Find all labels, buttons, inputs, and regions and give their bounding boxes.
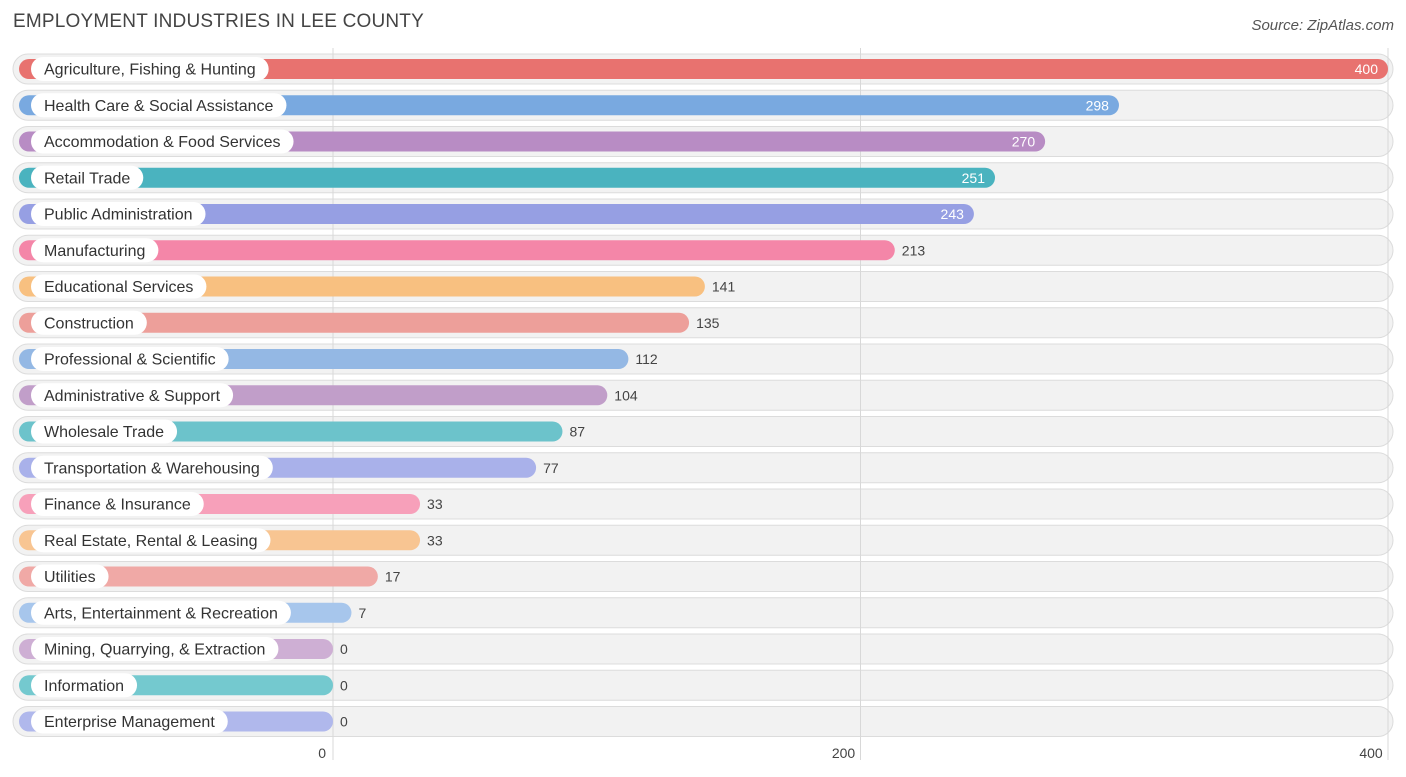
value-label: 141 (712, 279, 736, 295)
x-axis: 0 200 400 (318, 745, 1383, 761)
category-label: Construction (44, 315, 134, 332)
category-label-pill (31, 165, 144, 190)
category-label-pill (31, 129, 294, 154)
bars: Agriculture, Fishing & Hunting 400 Health … (19, 57, 1388, 734)
value-label: 0 (340, 677, 348, 693)
row-background (12, 669, 1394, 701)
value-label: 251 (962, 170, 986, 186)
category-label-pill (31, 673, 138, 698)
value-label: 7 (358, 605, 366, 621)
value-label: 0 (340, 641, 348, 657)
category-label: Educational Services (44, 279, 193, 296)
value-label: 135 (696, 315, 720, 331)
bar (19, 566, 378, 587)
category-label: Agriculture, Fishing & Hunting (44, 62, 256, 79)
value-label: 17 (385, 569, 401, 585)
x-tick-label: 400 (1359, 745, 1383, 761)
value-label: 33 (427, 532, 443, 548)
category-label-pill (31, 492, 204, 516)
category-label: Wholesale Trade (44, 424, 164, 441)
bar (19, 167, 996, 188)
value-label: 298 (1086, 97, 1110, 113)
category-label-pill (31, 709, 228, 734)
category-label-pill (31, 310, 147, 335)
bar (19, 312, 690, 333)
row-background (12, 633, 1394, 665)
x-tick-label: 0 (318, 745, 326, 761)
category-label-pill (31, 347, 229, 371)
row-background (12, 706, 1394, 737)
category-label: Finance & Insurance (44, 497, 191, 514)
value-label: 0 (340, 714, 348, 730)
category-label: Accommodation & Food Services (44, 134, 281, 151)
category-label: Enterprise Management (44, 714, 215, 731)
chart-source: Source: ZipAtlas.com (1251, 17, 1394, 34)
category-label-pill (31, 274, 207, 299)
category-label: Professional & Scientific (44, 352, 216, 369)
bar (19, 95, 1119, 116)
category-label: Mining, Quarrying, & Extraction (44, 642, 265, 659)
category-label-pill (31, 383, 234, 408)
value-label: 104 (614, 387, 638, 403)
category-label: Administrative & Support (44, 388, 221, 405)
value-label: 77 (543, 460, 559, 476)
chart-title: EMPLOYMENT INDUSTRIES IN LEE COUNTY (13, 11, 424, 32)
category-label-pill (31, 600, 291, 625)
value-label: 400 (1355, 61, 1379, 77)
category-label: Manufacturing (44, 243, 145, 260)
bar (19, 204, 974, 224)
category-label: Information (44, 678, 124, 695)
row-background (12, 597, 1394, 629)
value-label: 87 (569, 424, 585, 440)
bar (19, 59, 1388, 79)
category-label: Real Estate, Rental & Leasing (44, 533, 257, 550)
category-label-pill (31, 93, 287, 118)
category-label-pill (31, 455, 273, 480)
category-label: Health Care & Social Assistance (44, 98, 274, 115)
category-label: Transportation & Warehousing (44, 460, 260, 477)
category-label: Public Administration (44, 207, 193, 224)
value-label: 112 (635, 351, 658, 367)
category-label: Arts, Entertainment & Recreation (44, 605, 278, 622)
value-label: 243 (941, 206, 965, 222)
category-label-pill (31, 57, 269, 81)
category-label-pill (31, 564, 109, 589)
category-label-pill (31, 202, 206, 226)
value-label: 33 (427, 496, 443, 512)
category-label: Utilities (44, 569, 96, 586)
category-label: Retail Trade (44, 170, 130, 187)
value-label: 270 (1012, 134, 1036, 150)
category-label-pill (31, 238, 159, 263)
category-label-pill (31, 637, 279, 661)
category-label-pill (31, 528, 271, 553)
value-label: 213 (902, 242, 926, 258)
bar (19, 240, 895, 261)
category-label-pill (31, 419, 178, 444)
x-tick-label: 200 (832, 745, 856, 761)
